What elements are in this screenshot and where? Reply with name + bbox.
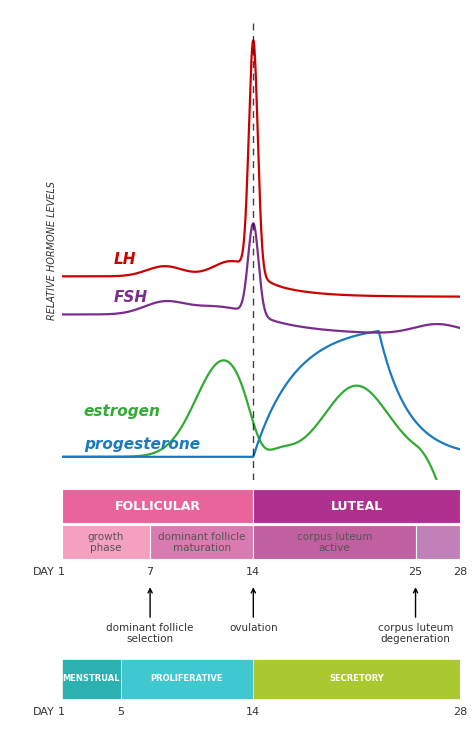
Text: 28: 28 — [453, 567, 467, 577]
Text: dominant follicle
selection: dominant follicle selection — [106, 589, 194, 644]
Text: DAY: DAY — [33, 567, 54, 577]
Text: 1: 1 — [58, 707, 65, 717]
Text: dominant follicle
maturation: dominant follicle maturation — [158, 531, 246, 554]
Text: 7: 7 — [146, 567, 154, 577]
Text: PROLIFERATIVE: PROLIFERATIVE — [151, 675, 223, 683]
Text: FOLLICULAR: FOLLICULAR — [115, 500, 201, 513]
Text: progesterone: progesterone — [84, 437, 200, 452]
Text: growth
phase: growth phase — [88, 531, 124, 554]
Text: DAY: DAY — [33, 707, 54, 717]
Text: LUTEAL: LUTEAL — [330, 500, 383, 513]
Text: FSH: FSH — [113, 290, 147, 305]
Text: LH: LH — [113, 252, 136, 266]
Text: SECRETORY: SECRETORY — [329, 675, 384, 683]
Text: 14: 14 — [246, 707, 260, 717]
Text: ovulation: ovulation — [229, 589, 278, 632]
Bar — [253, 489, 460, 523]
Bar — [150, 525, 253, 559]
Text: 28: 28 — [453, 707, 467, 717]
Text: MENSTRUAL: MENSTRUAL — [63, 675, 120, 683]
Text: estrogen: estrogen — [84, 404, 161, 419]
Bar — [62, 659, 120, 699]
Bar — [62, 525, 150, 559]
Bar — [62, 489, 253, 523]
Text: 1: 1 — [58, 567, 65, 577]
Bar — [253, 659, 460, 699]
Text: corpus luteum
active: corpus luteum active — [297, 531, 372, 554]
Text: 14: 14 — [246, 567, 260, 577]
Text: 25: 25 — [409, 567, 423, 577]
Bar — [416, 525, 460, 559]
Y-axis label: RELATIVE HORMONE LEVELS: RELATIVE HORMONE LEVELS — [47, 182, 57, 320]
Text: corpus luteum
degeneration: corpus luteum degeneration — [378, 589, 453, 644]
Bar — [253, 525, 416, 559]
Bar — [120, 659, 253, 699]
Text: 5: 5 — [117, 707, 124, 717]
